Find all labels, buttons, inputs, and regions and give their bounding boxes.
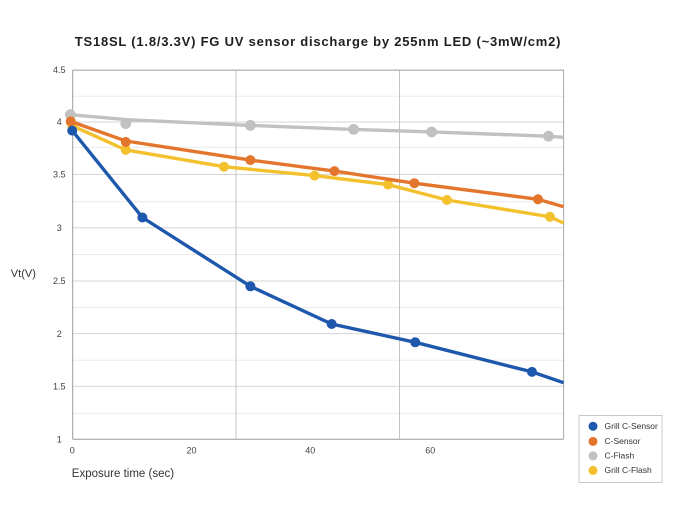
svg-text:4: 4 <box>57 117 62 127</box>
svg-text:2: 2 <box>57 329 62 339</box>
svg-text:3: 3 <box>57 223 62 233</box>
svg-text:Grill C-Sensor: Grill C-Sensor <box>605 421 659 431</box>
svg-text:2.5: 2.5 <box>53 276 66 286</box>
svg-text:Vt(V): Vt(V) <box>11 268 36 280</box>
svg-text:3.5: 3.5 <box>53 170 66 180</box>
svg-text:1.5: 1.5 <box>53 382 66 392</box>
svg-text:60: 60 <box>425 446 435 456</box>
svg-text:4.5: 4.5 <box>53 65 66 75</box>
svg-text:1: 1 <box>57 435 62 445</box>
svg-text:20: 20 <box>186 446 196 456</box>
svg-text:C-Sensor: C-Sensor <box>605 436 641 446</box>
svg-text:Exposure time (sec): Exposure time (sec) <box>72 468 174 480</box>
svg-text:0: 0 <box>70 446 75 456</box>
svg-text:TS18SL (1.8/3.3V) FG UV sensor: TS18SL (1.8/3.3V) FG UV sensor discharge… <box>75 34 561 49</box>
svg-text:40: 40 <box>305 446 315 456</box>
svg-text:C-Flash: C-Flash <box>605 451 635 461</box>
svg-text:Grill C-Flash: Grill C-Flash <box>605 465 652 475</box>
